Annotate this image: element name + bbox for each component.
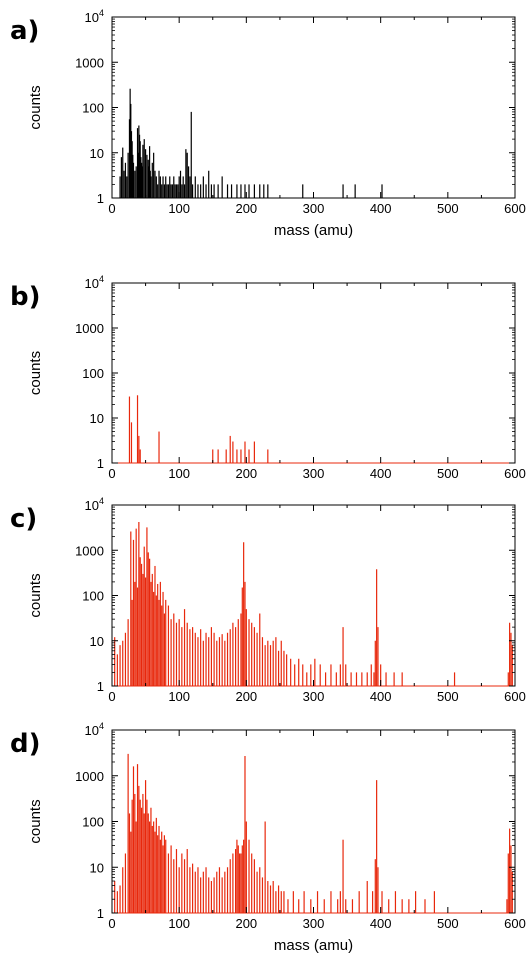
x-tick-label: 400 (370, 466, 392, 481)
x-tick-label: 200 (235, 201, 257, 216)
y-tick-label: 100 (82, 366, 104, 381)
y-axis-title: counts (27, 351, 44, 395)
x-tick-label: 500 (437, 916, 459, 931)
panel-label: c) (10, 504, 37, 534)
plot-frame (111, 504, 516, 687)
x-tick-label: 300 (303, 689, 325, 704)
y-tick-label: 10 (90, 146, 104, 161)
x-tick-label: 500 (437, 201, 459, 216)
y-tick-label: 100 (82, 101, 104, 116)
y-tick-label: 104 (85, 274, 104, 291)
y-tick-label: 10 (90, 634, 104, 649)
x-tick-label: 100 (168, 916, 190, 931)
x-tick-label: 600 (504, 201, 526, 216)
panel-label: d) (10, 729, 41, 759)
y-tick-label: 1 (97, 906, 104, 921)
y-tick-label: 1000 (75, 321, 104, 336)
y-tick-label: 104 (85, 721, 104, 738)
x-tick-label: 400 (370, 689, 392, 704)
x-tick-label: 500 (437, 689, 459, 704)
x-tick-label: 300 (303, 916, 325, 931)
x-tick-label: 300 (303, 466, 325, 481)
x-tick-label: 0 (108, 201, 115, 216)
y-tick-label: 10 (90, 411, 104, 426)
plot-frame (111, 16, 516, 199)
x-tick-label: 600 (504, 689, 526, 704)
y-tick-label: 100 (82, 815, 104, 830)
x-tick-label: 200 (235, 466, 257, 481)
x-tick-label: 300 (303, 201, 325, 216)
plot-frame (111, 729, 516, 914)
x-tick-label: 600 (504, 916, 526, 931)
y-tick-label: 10 (90, 860, 104, 875)
y-tick-label: 1000 (75, 769, 104, 784)
y-tick-label: 1 (97, 679, 104, 694)
y-tick-label: 100 (82, 589, 104, 604)
x-tick-label: 0 (108, 689, 115, 704)
plot-frame (111, 282, 516, 464)
y-tick-label: 104 (85, 496, 104, 513)
x-tick-label: 500 (437, 466, 459, 481)
y-tick-label: 104 (85, 8, 104, 25)
x-tick-label: 600 (504, 466, 526, 481)
y-tick-label: 1 (97, 456, 104, 471)
x-tick-label: 400 (370, 916, 392, 931)
x-axis-title: mass (amu) (274, 222, 353, 239)
x-tick-label: 100 (168, 201, 190, 216)
panel-label: a) (10, 16, 39, 46)
y-tick-label: 1 (97, 191, 104, 206)
x-tick-label: 0 (108, 916, 115, 931)
x-tick-label: 200 (235, 689, 257, 704)
x-tick-label: 200 (235, 916, 257, 931)
x-tick-label: 0 (108, 466, 115, 481)
x-tick-label: 100 (168, 466, 190, 481)
y-axis-title: counts (27, 85, 44, 129)
y-axis-title: counts (27, 799, 44, 843)
panel-label: b) (10, 282, 41, 312)
y-tick-label: 1000 (75, 543, 104, 558)
x-tick-label: 400 (370, 201, 392, 216)
x-axis-title: mass (amu) (274, 937, 353, 954)
x-tick-label: 100 (168, 689, 190, 704)
y-tick-label: 1000 (75, 55, 104, 70)
y-axis-title: counts (27, 573, 44, 617)
